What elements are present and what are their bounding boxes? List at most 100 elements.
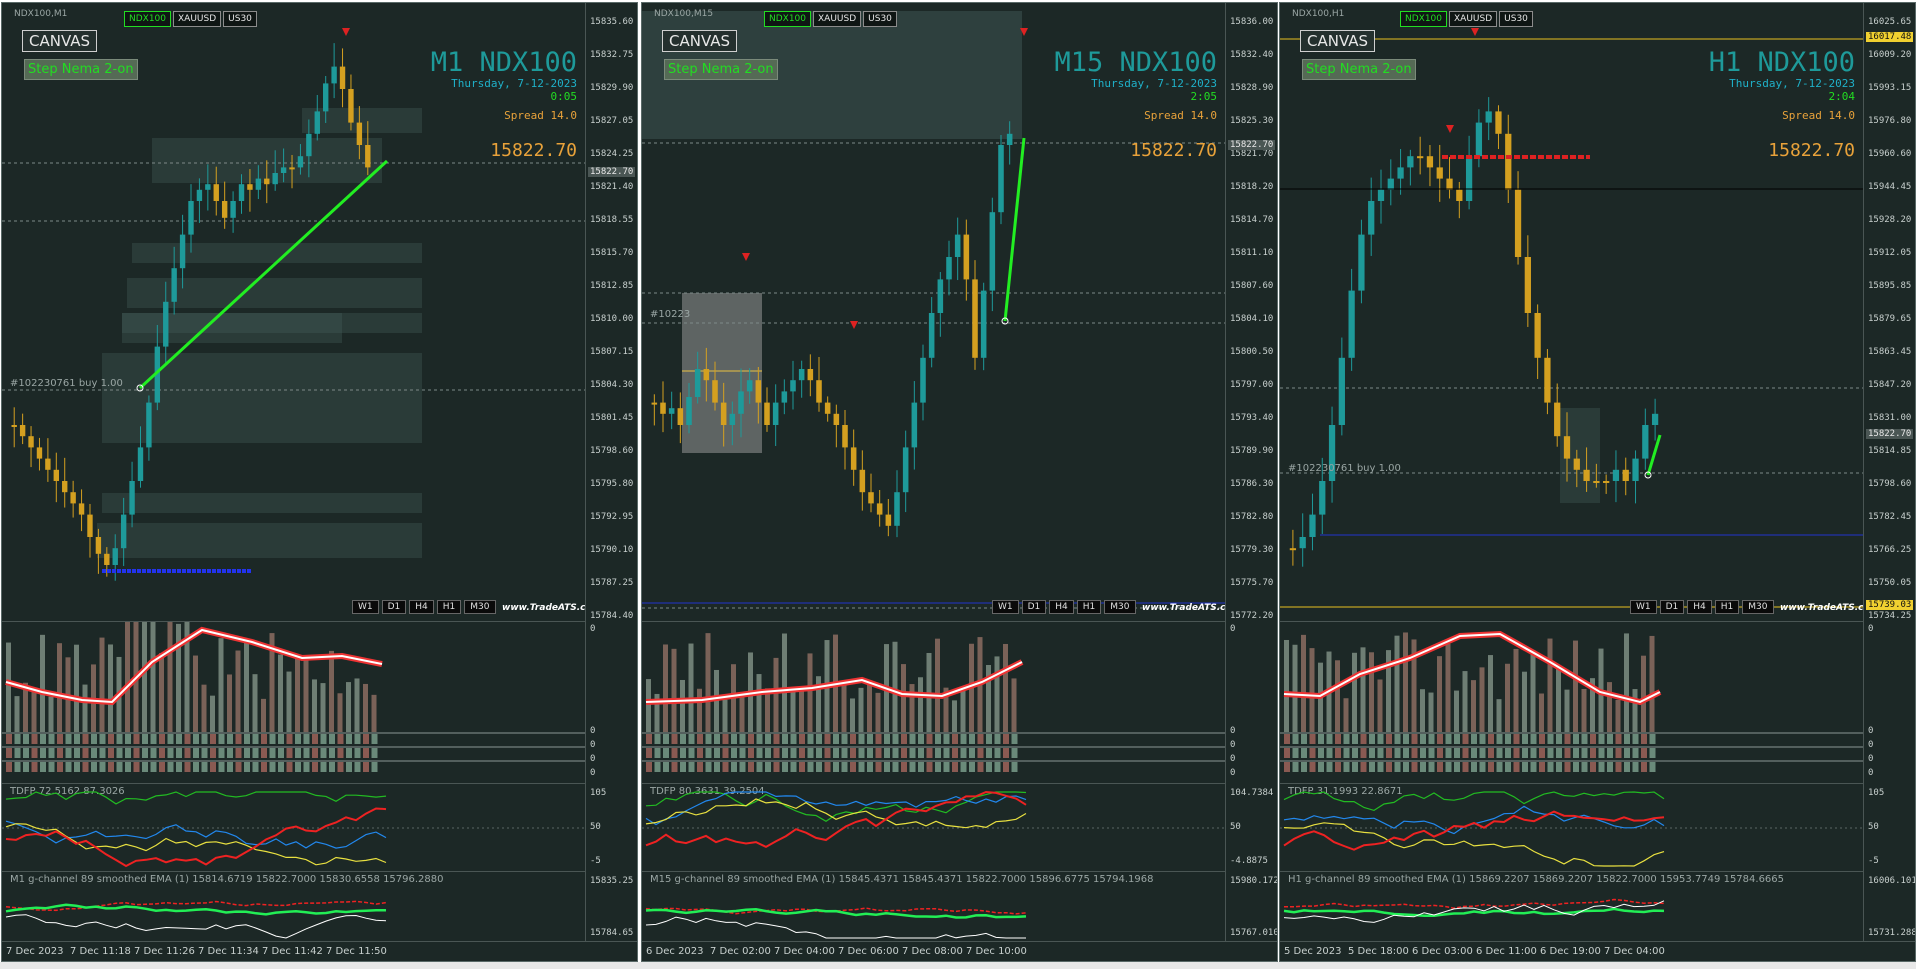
price-tick-label: 15787.25 <box>590 578 634 588</box>
strip-cell <box>329 734 335 744</box>
sell-signal-marker <box>1471 28 1479 36</box>
strip-cell <box>816 734 822 744</box>
strip-cell <box>799 762 805 772</box>
chart-window-m15[interactable]: NDX100,M15 NDX100 XAUUSD US30 CANVAS Step Nem… <box>641 2 1278 962</box>
histogram-bar <box>1564 689 1570 732</box>
histogram-bar <box>1488 655 1493 732</box>
strip-cell <box>184 748 191 758</box>
tdfp-window[interactable]: TDFP 80.3631 39.2504 104.7384 50 -4.8875 <box>642 783 1277 872</box>
chart-window-m1[interactable]: NDX100,M1 NDX100 XAUUSD US30 CANVAS Step Nema… <box>1 2 638 962</box>
time-axis[interactable]: 7 Dec 2023 7 Dec 11:18 7 Dec 11:26 7 Dec 11… <box>2 941 637 961</box>
histogram-bar <box>1615 699 1621 732</box>
strip-cell <box>1513 734 1520 744</box>
symbol-tab-us30[interactable]: US30 <box>223 11 257 27</box>
chart-title: M1 NDX100 <box>430 47 577 78</box>
histogram-bar <box>1377 679 1383 732</box>
timeframe-button-h4[interactable]: H4 <box>1049 600 1074 614</box>
candlestick-chart <box>2 28 585 581</box>
canvas-button[interactable]: CANVAS <box>22 30 98 52</box>
tdfp-window[interactable]: TDFP 31.1993 22.8671 105 50 -5 <box>1280 783 1915 872</box>
strip-cell <box>816 762 822 772</box>
strip-cell <box>748 748 754 758</box>
canvas-button[interactable]: CANVAS <box>662 30 738 52</box>
main-chart-area[interactable] <box>2 3 585 615</box>
strip-cell <box>320 748 327 758</box>
strip-cell <box>210 734 216 744</box>
histogram-bar <box>40 634 45 732</box>
step-nema-button[interactable]: Step Nema 2-on <box>664 59 778 80</box>
strip-cell <box>977 762 984 772</box>
strip-cell <box>1590 748 1596 758</box>
histogram-bar <box>1590 678 1595 732</box>
timeframe-button-w1[interactable]: W1 <box>1630 600 1657 614</box>
time-axis[interactable]: 6 Dec 2023 7 Dec 02:00 7 Dec 04:00 7 Dec 06… <box>642 941 1277 961</box>
timeframe-button-h4[interactable]: H4 <box>1687 600 1712 614</box>
strip-cell <box>867 762 873 772</box>
gchannel-window[interactable]: M1 g-channel 89 smoothed EMA (1) 15814.6… <box>2 871 637 942</box>
gchannel-line <box>5 914 387 939</box>
strip-cell <box>850 748 856 758</box>
candle-body <box>1563 436 1571 459</box>
price-tick-label: 15795.80 <box>590 479 634 489</box>
symbol-tab-xauusd[interactable]: XAUUSD <box>173 11 222 27</box>
strip-cell <box>227 762 233 772</box>
candle-body <box>1612 469 1620 481</box>
step-nema-button[interactable]: Step Nema 2-on <box>24 59 138 80</box>
time-axis[interactable]: 5 Dec 2023 5 Dec 18:00 6 Dec 03:00 6 Dec 11… <box>1280 941 1915 961</box>
timeframe-button-m30[interactable]: M30 <box>464 600 496 614</box>
price-tick-label: 15811.10 <box>1230 248 1274 258</box>
price-tick-label: 15766.25 <box>1868 545 1912 555</box>
timeframe-button-d1[interactable]: D1 <box>1021 600 1047 614</box>
symbol-tab-us30[interactable]: US30 <box>1499 11 1533 27</box>
gchannel-window[interactable]: H1 g-channel 89 smoothed EMA (1) 15869.2… <box>1280 871 1915 942</box>
gchannel-window[interactable]: M15 g-channel 89 smoothed EMA (1) 15845.… <box>642 871 1277 942</box>
time-tick-label: 7 Dec 06:00 <box>838 946 899 957</box>
chart-symbol-label: NDX100,M1 <box>14 9 68 19</box>
symbol-tab-ndx100[interactable]: NDX100 <box>1400 11 1448 27</box>
candle-body <box>868 492 874 504</box>
strip-cell <box>1284 762 1290 772</box>
strip-cell <box>1301 748 1307 758</box>
timeframe-button-h1[interactable]: H1 <box>1714 600 1740 614</box>
histogram-bar <box>841 682 847 732</box>
price-tick-label: 15824.25 <box>590 149 634 159</box>
strip-cell <box>1437 748 1443 758</box>
candle-body <box>902 447 909 493</box>
histogram-bar <box>986 665 991 732</box>
strip-cell <box>303 748 310 758</box>
timeframe-button-d1[interactable]: D1 <box>1659 600 1685 614</box>
timeframe-button-d1[interactable]: D1 <box>381 600 407 614</box>
strip-cell <box>782 762 788 772</box>
histogram-bar <box>1411 639 1417 732</box>
price-tick-label: 15835.60 <box>590 17 634 27</box>
strip-cell <box>1556 734 1562 744</box>
histogram-bar <box>646 679 651 732</box>
strip-cell <box>892 734 899 744</box>
chart-window-h1[interactable]: NDX100,H1 NDX100 XAUUSD US30 CANVAS Step Nema… <box>1279 2 1916 962</box>
symbol-tab-xauusd[interactable]: XAUUSD <box>813 11 862 27</box>
timeframe-button-w1[interactable]: W1 <box>352 600 379 614</box>
timeframe-button-h4[interactable]: H4 <box>409 600 434 614</box>
symbol-tab-us30[interactable]: US30 <box>863 11 897 27</box>
timeframe-button-m30[interactable]: M30 <box>1104 600 1136 614</box>
oscillator-window[interactable]: 0 0 0 0 0 <box>642 621 1277 782</box>
step-nema-button[interactable]: Step Nema 2-on <box>1302 59 1416 80</box>
oscillator-window[interactable]: 0 0 0 0 0 <box>2 621 637 782</box>
symbol-tab-ndx100[interactable]: NDX100 <box>124 11 172 27</box>
oscillator-window[interactable]: 0 0 0 0 0 <box>1280 621 1915 782</box>
strip-cell <box>23 762 29 772</box>
strip-cell <box>1343 748 1350 758</box>
tdfp-window[interactable]: TDFP 72.5162 87.3026 105 50 -5 <box>2 783 637 872</box>
timeframe-button-m30[interactable]: M30 <box>1742 600 1774 614</box>
timeframe-button-h1[interactable]: H1 <box>436 600 462 614</box>
main-chart-area[interactable] <box>642 3 1225 615</box>
timeframe-button-w1[interactable]: W1 <box>992 600 1019 614</box>
canvas-button[interactable]: CANVAS <box>1300 30 1376 52</box>
strip-cell <box>1360 734 1367 744</box>
main-chart-area[interactable] <box>1280 3 1863 615</box>
timeframe-button-h1[interactable]: H1 <box>1076 600 1102 614</box>
histogram-bar <box>23 682 28 732</box>
sell-signal-marker <box>1446 125 1454 133</box>
symbol-tab-ndx100[interactable]: NDX100 <box>764 11 812 27</box>
symbol-tab-xauusd[interactable]: XAUUSD <box>1449 11 1498 27</box>
